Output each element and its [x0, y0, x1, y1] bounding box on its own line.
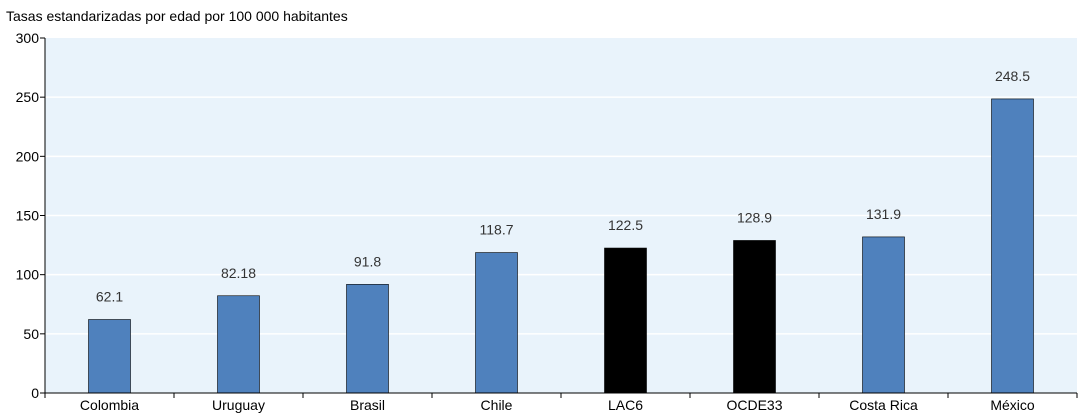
x-tick-label: Chile: [481, 397, 513, 413]
x-tick-label: Colombia: [80, 397, 139, 413]
gridlines: [45, 96, 1077, 335]
y-tick-label: 200: [16, 148, 40, 164]
x-tick-label: Costa Rica: [849, 397, 918, 413]
data-label: 62.1: [96, 289, 123, 305]
data-label: 118.7: [480, 222, 514, 238]
bar: [88, 319, 131, 394]
x-tick-label: Brasil: [350, 397, 385, 413]
y-axis-ticks: 0 50 100 150 200 250 300: [16, 30, 45, 401]
x-tick-label: México: [990, 397, 1035, 413]
bar: [862, 236, 905, 394]
data-label: 82.18: [221, 265, 256, 281]
y-tick-label: 300: [16, 30, 40, 46]
y-tick-label: 150: [16, 208, 40, 224]
bar: [346, 284, 389, 394]
data-label: 91.8: [354, 253, 381, 269]
data-label: 131.9: [866, 206, 901, 222]
y-tick-label: 50: [23, 326, 39, 342]
y-axis-label: Tasas estandarizadas por edad por 100 00…: [6, 8, 348, 24]
x-tick-label: OCDE33: [726, 397, 782, 413]
bar: [475, 252, 518, 394]
y-tick-label: 100: [16, 267, 40, 283]
bar: [217, 295, 260, 394]
bar: [991, 98, 1034, 394]
data-labels: 62.1 82.18 91.8 118.7 122.5 128.9 131.9 248.5: [96, 68, 1030, 305]
y-tick-label: 250: [16, 89, 40, 105]
data-label: 248.5: [995, 68, 1030, 84]
data-label: 122.5: [608, 217, 643, 233]
x-tick-label: LAC6: [608, 397, 643, 413]
x-axis-ticks: Colombia Uruguay Brasil Chile LAC6 OCDE33 Cost…: [80, 397, 1035, 413]
bars: [88, 98, 1034, 394]
x-tick-label: Uruguay: [212, 397, 265, 413]
data-label: 128.9: [737, 209, 772, 225]
y-tick-label: 0: [31, 385, 39, 401]
bar: [733, 240, 776, 394]
bar: [604, 247, 647, 394]
